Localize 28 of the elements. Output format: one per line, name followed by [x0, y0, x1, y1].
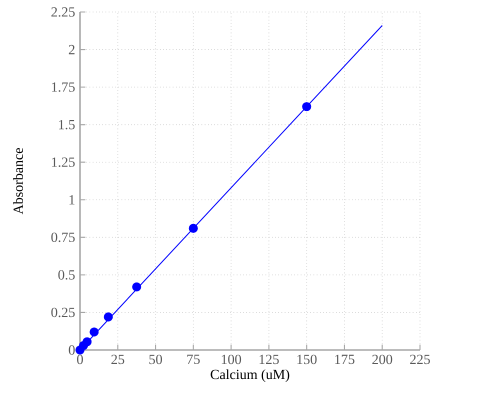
y-tick-label: 2: [68, 44, 75, 54]
x-tick-label: 50: [149, 354, 162, 364]
x-tick-label: 200: [372, 354, 392, 364]
point: [188, 224, 198, 233]
point: [302, 102, 312, 112]
x-tick-label: 75: [187, 354, 200, 364]
point: [132, 282, 142, 292]
point: [82, 337, 92, 346]
y-tick-label: 1.5: [59, 120, 75, 130]
y-tick-label: 1.75: [52, 82, 75, 92]
y-tick-label: 1.25: [52, 157, 75, 167]
y-tick-label: 0.75: [51, 232, 75, 242]
x-axis-title: Calcium (uM): [210, 369, 290, 382]
y-tick-label: 0.5: [58, 270, 75, 280]
y-tick-label: 2.25: [51, 7, 75, 17]
x-tick-label: 0: [77, 354, 83, 364]
y-tick-label: 0: [68, 345, 75, 355]
x-tick-label: 125: [260, 354, 279, 364]
y-tick-label: 0.25: [51, 308, 75, 318]
point: [104, 312, 113, 322]
point: [90, 327, 99, 337]
x-tick-label: 150: [297, 354, 317, 364]
x-tick-label: 175: [335, 354, 354, 364]
y-axis-title: Absorbance: [13, 148, 23, 214]
y-tick-label: 1: [70, 195, 74, 204]
x-tick-label: 225: [410, 354, 430, 364]
x-tick-label: 25: [111, 354, 124, 364]
x-tick-label: 100: [222, 354, 242, 364]
